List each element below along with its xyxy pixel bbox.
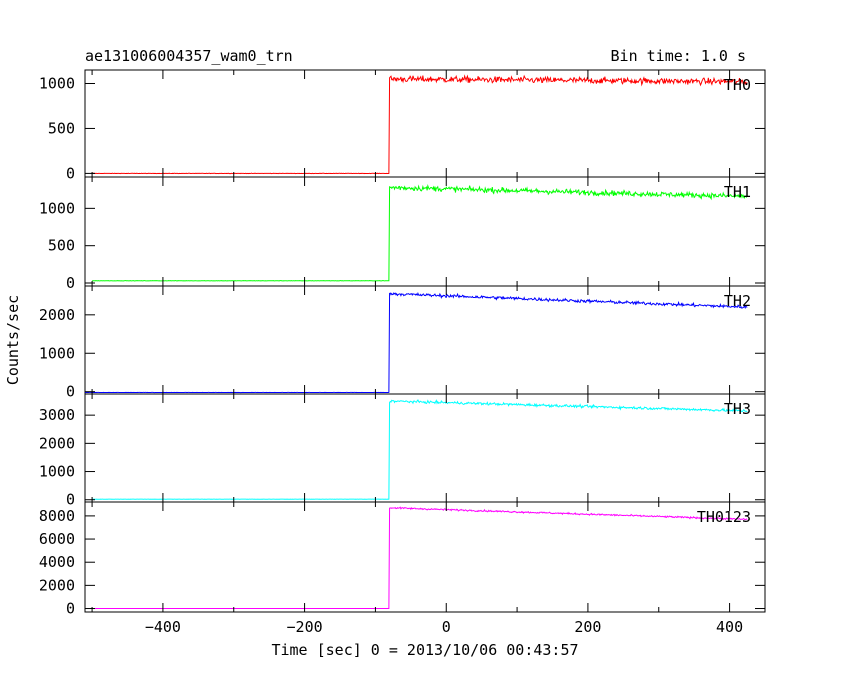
y-tick-label: 2000 xyxy=(39,306,75,324)
y-tick-label: 1000 xyxy=(39,74,75,92)
y-tick-label: 0 xyxy=(66,383,75,401)
y-tick-label: 0 xyxy=(66,491,75,509)
y-tick-label: 6000 xyxy=(39,530,75,548)
x-tick-label: 0 xyxy=(442,618,451,636)
series-line-th0 xyxy=(92,74,748,175)
series-line-th2 xyxy=(84,291,748,394)
series-label: TH2 xyxy=(724,292,751,310)
panel-th1: 0 500 1000 TH1 xyxy=(39,176,766,292)
x-tick-label: −400 xyxy=(145,618,181,636)
y-tick-label: 1000 xyxy=(39,199,75,217)
panels-group: 0 500 1000 TH0 0 500 1000 TH1 0 1000 2000 TH2 0 1000 2… xyxy=(39,69,766,618)
x-tick-label: 400 xyxy=(716,618,743,636)
x-tick-label: −200 xyxy=(287,618,323,636)
y-tick-label: 2000 xyxy=(39,576,75,594)
panel-th3: 0 1000 2000 3000 TH3 xyxy=(39,393,766,509)
panel-frame xyxy=(84,285,766,395)
series-label: TH3 xyxy=(724,400,751,418)
y-tick-label: 3000 xyxy=(39,406,75,424)
y-tick-label: 1000 xyxy=(39,344,75,362)
y-tick-label: 2000 xyxy=(39,434,75,452)
series-label: TH0 xyxy=(724,76,751,94)
x-tick-label: 200 xyxy=(574,618,601,636)
series-label: TH1 xyxy=(724,183,751,201)
panel-th2: 0 1000 2000 TH2 xyxy=(39,285,766,401)
y-tick-label: 0 xyxy=(66,164,75,182)
panel-th0123: 0 2000 4000 6000 8000 TH0123 xyxy=(39,501,766,618)
series-line-th3 xyxy=(92,399,748,500)
x-tick-labels: −400 −200 0 200 400 xyxy=(145,618,743,636)
y-tick-label: 4000 xyxy=(39,553,75,571)
series-line-th0123 xyxy=(92,506,748,610)
y-tick-label: 500 xyxy=(48,237,75,255)
panel-frame xyxy=(84,69,766,178)
panel-frame xyxy=(84,393,766,503)
panel-th0: 0 500 1000 TH0 xyxy=(39,69,766,182)
panel-frame xyxy=(84,501,766,613)
series-line-th1 xyxy=(91,183,748,282)
y-tick-label: 1000 xyxy=(39,463,75,481)
y-tick-label: 0 xyxy=(66,274,75,292)
x-axis-label: Time [sec] 0 = 2013/10/06 00:43:57 xyxy=(271,641,578,659)
y-axis-label: Counts/sec xyxy=(4,295,22,385)
y-tick-label: 8000 xyxy=(39,507,75,525)
y-tick-label: 500 xyxy=(48,119,75,137)
bin-time-label: Bin time: 1.0 s xyxy=(611,47,746,65)
chart-title: ae131006004357_wam0_trn xyxy=(85,47,293,65)
series-label: TH0123 xyxy=(697,508,751,526)
y-tick-label: 0 xyxy=(66,600,75,618)
